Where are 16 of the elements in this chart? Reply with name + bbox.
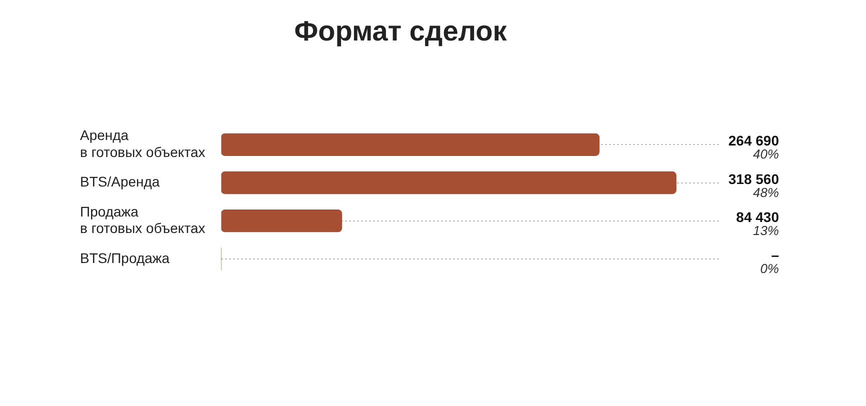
data-label: 264 690 <box>728 132 780 149</box>
bar <box>221 133 600 156</box>
data-label: 84 430 <box>736 208 780 225</box>
text: 0% <box>760 260 779 276</box>
y-tick-label: BTS/Аренда <box>80 174 160 190</box>
chart-title: Формат сделок <box>294 16 508 47</box>
y-tick-label: Продажа в готовых объектах <box>80 203 206 236</box>
text: 40% <box>752 146 779 162</box>
data-label: – <box>771 246 780 263</box>
y-tick-label: BTS/Продажа <box>80 250 170 266</box>
data-label: 318 560 <box>728 170 780 187</box>
y-tick-label: Аренда в готовых объектах <box>80 127 206 160</box>
text: 48% <box>752 184 779 200</box>
bar <box>221 210 342 232</box>
bar <box>221 171 676 194</box>
text: 13% <box>752 222 779 238</box>
